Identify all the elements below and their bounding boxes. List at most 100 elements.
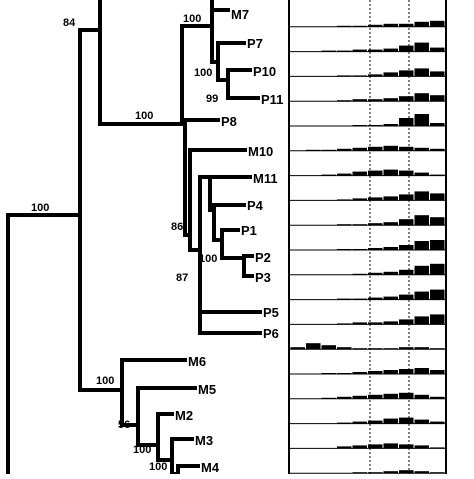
histogram-bar [352,348,367,350]
histogram-bar [399,219,414,226]
histogram-bar [399,146,414,151]
histogram-bar [399,347,414,350]
branch-p6 [198,310,262,335]
histogram-bar [352,395,367,399]
histogram-bar [383,247,398,250]
histogram-bar [399,319,414,325]
branch-clade-84 [78,28,102,217]
leaf-label: P3 [255,270,271,285]
histogram-bar [414,93,429,102]
histogram-bar [430,396,445,399]
histogram-bar [352,75,367,77]
leaf-label: M2 [175,408,193,423]
histogram-bar [352,322,367,325]
histogram-bar [321,174,336,176]
histogram-bar [368,297,383,300]
histogram-bar [337,25,352,27]
histogram-bar [399,269,414,275]
bootstrap-label: 86 [171,221,183,233]
histogram-bar [414,445,429,449]
histogram-bar [321,397,336,399]
histogram-bar [414,215,429,226]
bootstrap-label: 100 [194,67,212,79]
histogram-bar [414,394,429,399]
histogram-bar [352,224,367,226]
leaf-label: P1 [241,223,257,238]
histogram-bar [430,472,445,474]
histogram-bar [368,146,383,151]
histogram-bar [414,147,429,151]
histogram-bar [383,23,398,27]
branch-clade-100-main [98,28,187,126]
histogram-bar [383,222,398,226]
tree-branches [6,0,262,476]
branch-m3-group [156,443,174,462]
histogram-bar [368,125,383,126]
histogram-bar [414,241,429,250]
histogram-bar [368,24,383,27]
branch-p10-p11 [216,60,230,82]
branch-clade-m7-p11 [180,24,214,126]
histogram-bar [383,418,398,424]
branch-m10 [188,148,247,237]
histogram-bar [306,343,321,350]
histogram-bar [414,316,429,325]
branch-m11 [198,175,212,252]
leaf-label: M10 [248,144,273,159]
histogram-bar [290,347,305,350]
histogram-bar [399,170,414,176]
histogram-bar [430,240,445,250]
histogram-bar [337,148,352,151]
histogram-bar [368,272,383,275]
branch-p4 [212,203,246,212]
branch-m2-group [136,423,160,447]
branch-m2 [156,412,174,447]
histogram-bar [414,419,429,424]
histogram-bar [383,393,398,399]
histogram-bar [383,271,398,275]
leaf-label: M7 [231,7,249,22]
histogram-bar [399,118,414,126]
histogram-bar [430,289,445,300]
histogram-bar [368,223,383,226]
histogram-bar [430,123,445,126]
leaf-label: P8 [221,114,237,129]
histogram-bar [383,72,398,77]
histogram-bar [430,47,445,52]
bootstrap-label: 84 [63,17,76,29]
histogram-bar [383,196,398,201]
histogram-bar [337,396,352,399]
histogram-bar [368,472,383,474]
histogram-bar [383,48,398,52]
leaf-label: P11 [261,92,283,107]
bootstrap-label: 99 [206,93,218,105]
histogram-bar [430,263,445,275]
leaf-label: P4 [247,198,264,213]
leaf-label: P10 [253,64,276,79]
histogram-bar [399,369,414,374]
histogram-bar [352,125,367,126]
histogram-bar [368,371,383,374]
histogram-bar [337,50,352,52]
histogram-bar [430,193,445,201]
branch-p10 [226,68,252,82]
histogram-bar [352,445,367,449]
histogram-bar [352,249,367,250]
histogram-bar [430,148,445,151]
histogram-bar [368,348,383,350]
histogram-bar [337,249,352,250]
histogram-bar [352,25,367,27]
histogram-bar [337,75,352,77]
histogram-bar [337,347,352,350]
histogram-bar [430,95,445,102]
leaf-label: P7 [247,36,263,51]
histogram-bar [337,446,352,449]
histogram-bar [337,298,352,300]
histogram-bar [383,321,398,325]
histogram-bar [414,291,429,300]
histogram-bar [321,50,336,52]
histogram-bar [399,70,414,77]
histogram-rows [290,20,445,474]
histogram-bar [352,198,367,201]
